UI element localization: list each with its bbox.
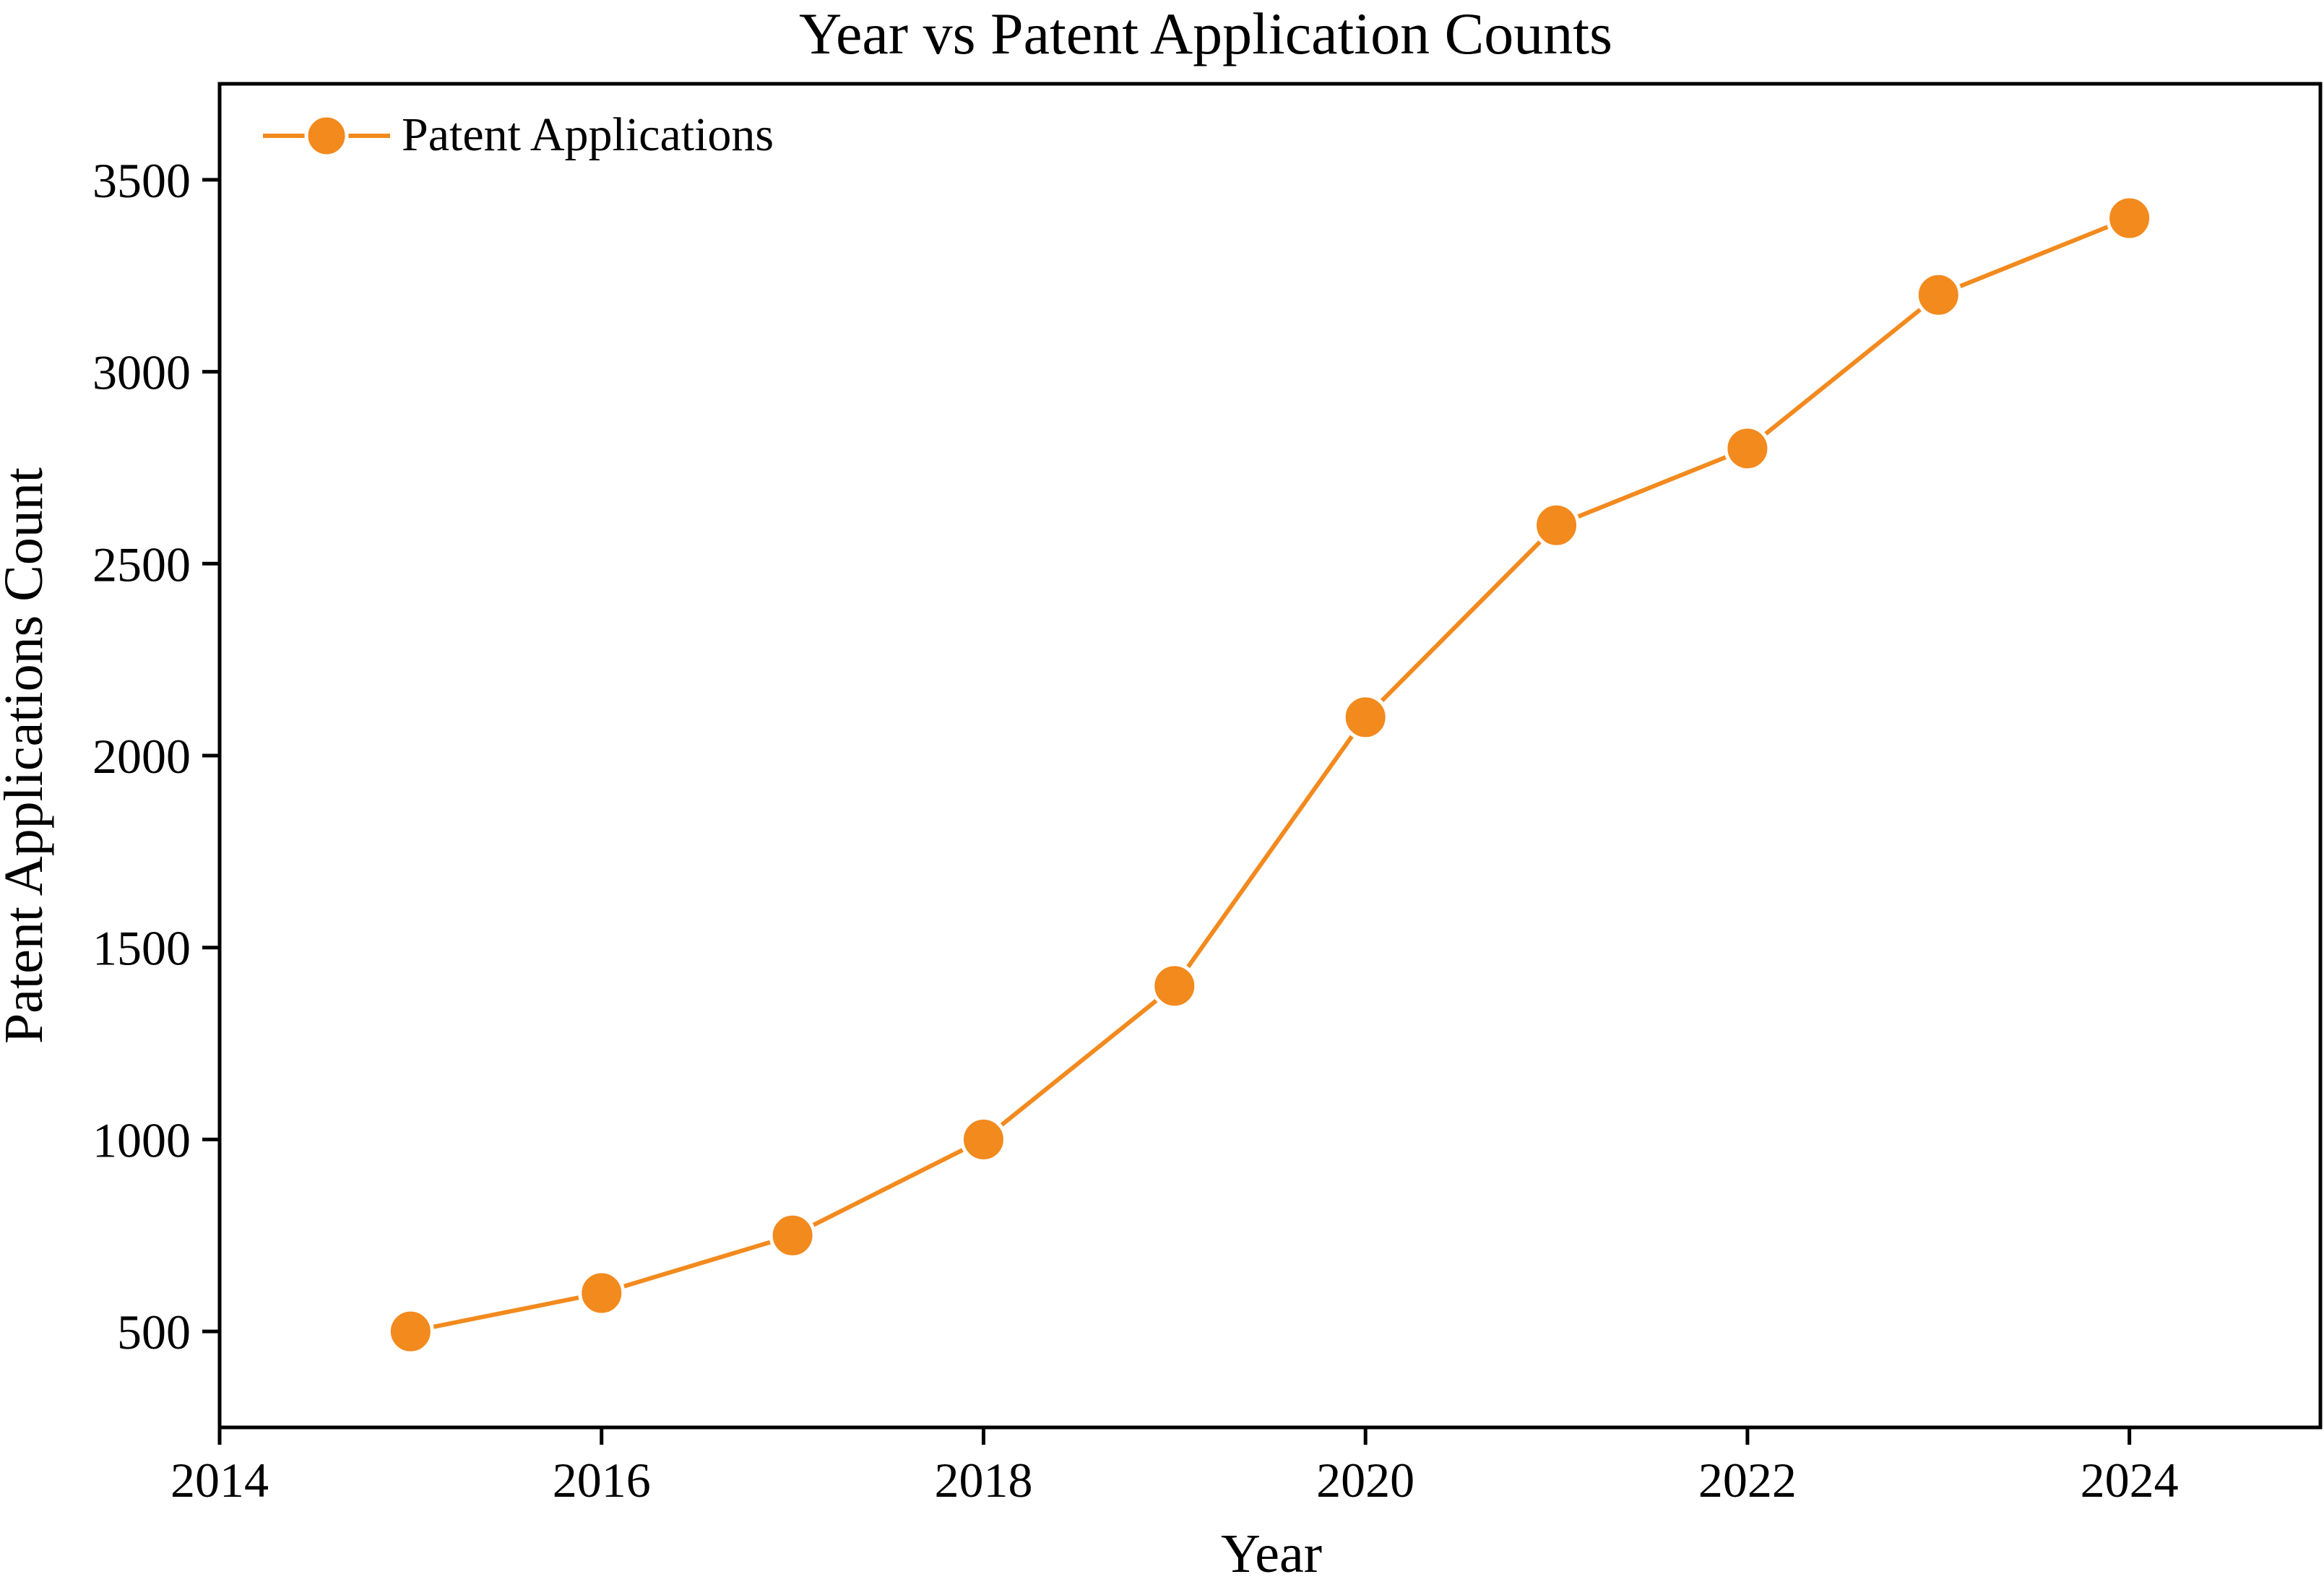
series-layer [386, 194, 2154, 1355]
data-point [1342, 693, 1389, 741]
y-tick-label: 2500 [92, 537, 191, 592]
legend: Patent Applications [263, 108, 774, 161]
legend-marker-swatch [304, 113, 349, 158]
x-tick-label: 2014 [170, 1453, 269, 1508]
data-point [1533, 501, 1581, 549]
data-point [2106, 194, 2154, 242]
y-axis: 500 1000 1500 2000 2500 3000 3500 [92, 153, 220, 1360]
data-point [386, 1307, 434, 1355]
x-axis: 2014 2016 2018 2020 2022 2024 [170, 1427, 2179, 1508]
x-axis-label: Year [1221, 1523, 1322, 1584]
y-tick-label: 2000 [92, 729, 191, 784]
data-point [959, 1115, 1007, 1163]
x-tick-label: 2018 [934, 1453, 1032, 1508]
y-tick-label: 3000 [92, 345, 191, 400]
y-axis-label: Patent Applications Count [0, 467, 54, 1044]
x-tick-label: 2020 [1316, 1453, 1414, 1508]
data-point [1724, 425, 1771, 472]
y-tick-label: 1000 [92, 1112, 191, 1167]
data-point [769, 1211, 816, 1259]
y-tick-label: 500 [117, 1305, 191, 1360]
y-tick-label: 3500 [92, 153, 191, 208]
data-point [1151, 962, 1198, 1010]
x-tick-label: 2016 [553, 1453, 651, 1508]
y-tick-label: 1500 [92, 921, 191, 976]
legend-label: Patent Applications [402, 108, 774, 161]
x-tick-label: 2022 [1698, 1453, 1797, 1508]
series-line [410, 216, 2130, 1334]
x-tick-label: 2024 [2081, 1453, 2179, 1508]
data-point [1914, 271, 1962, 319]
data-point [578, 1269, 626, 1317]
chart-title: Year vs Patent Application Counts [799, 1, 1612, 66]
